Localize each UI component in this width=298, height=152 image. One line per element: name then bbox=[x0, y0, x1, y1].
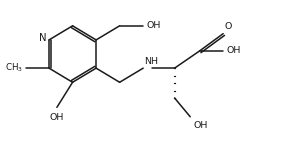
Text: OH: OH bbox=[193, 121, 208, 131]
Text: NH: NH bbox=[144, 57, 158, 66]
Text: CH$_3$: CH$_3$ bbox=[5, 62, 23, 74]
Text: N: N bbox=[39, 33, 46, 43]
Text: OH: OH bbox=[146, 21, 161, 30]
Text: OH: OH bbox=[50, 113, 64, 122]
Text: OH: OH bbox=[227, 46, 241, 55]
Text: O: O bbox=[225, 21, 232, 31]
